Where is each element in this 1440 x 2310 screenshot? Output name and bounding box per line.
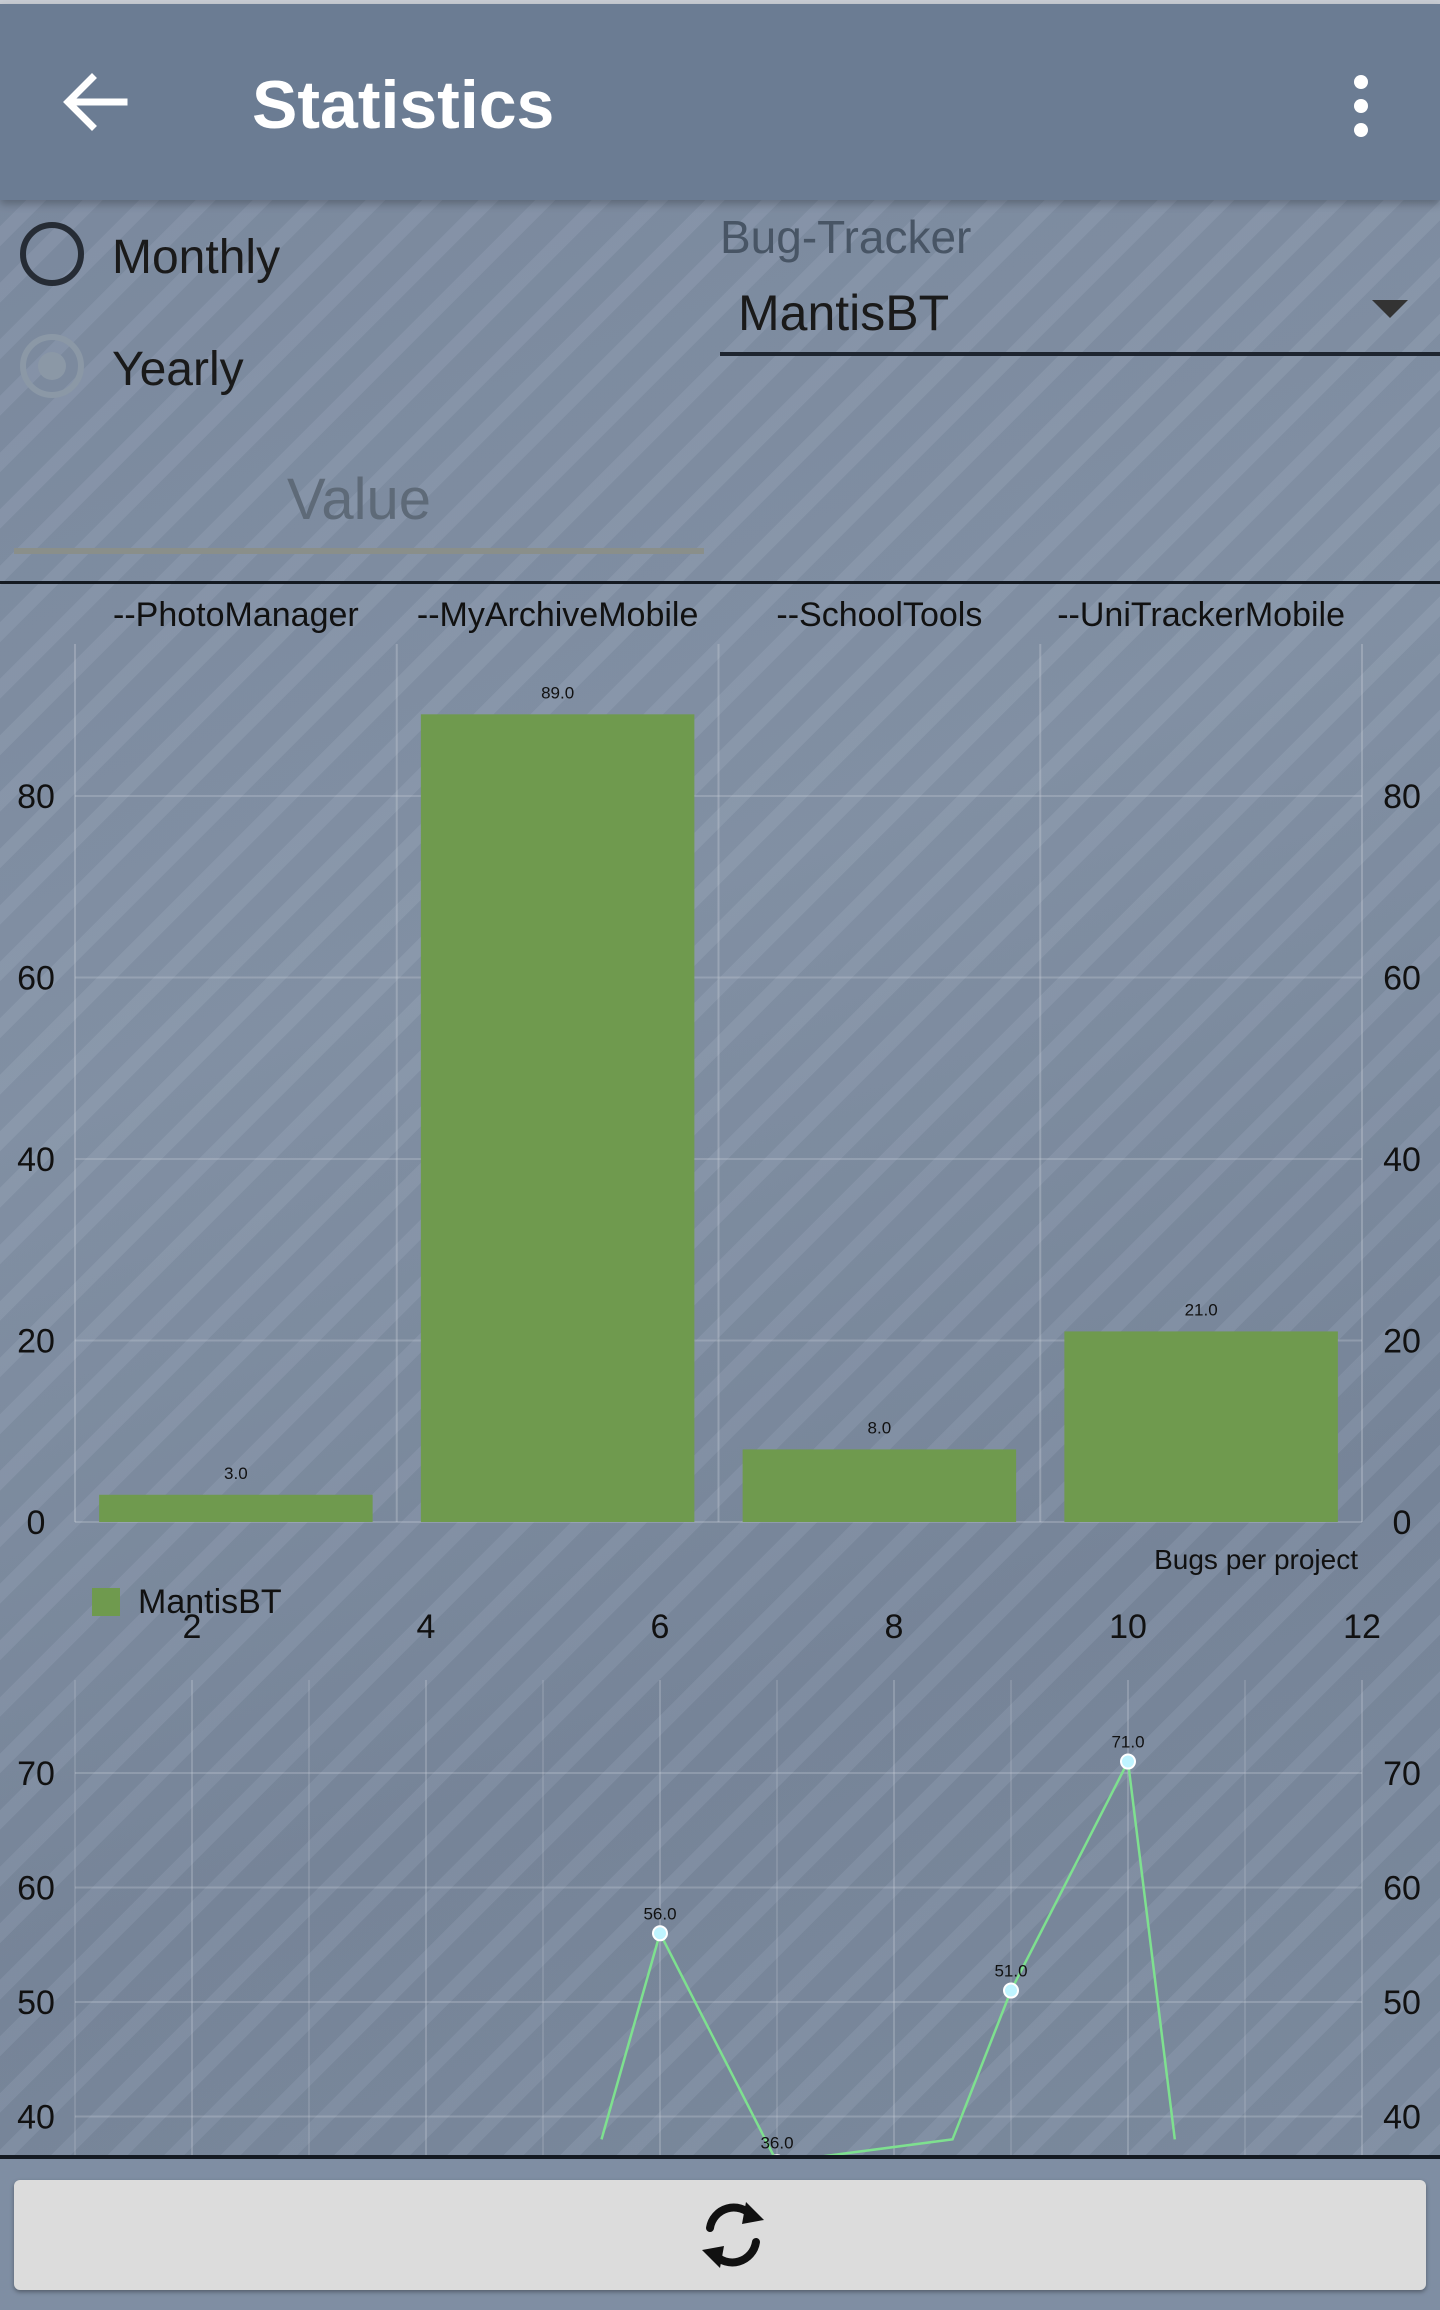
y-tick-left: 60 (17, 1870, 55, 1908)
x-tick: 6 (651, 1608, 670, 1646)
point-value-label: 51.0 (994, 1962, 1027, 1981)
bar (742, 1449, 1017, 1522)
overflow-menu-button[interactable] (1336, 66, 1386, 146)
data-point (652, 1925, 668, 1942)
data-point (1120, 1753, 1136, 1770)
line-chart-y-ticks: 40 40 50 50 60 60 70 70 (17, 1755, 1421, 2137)
radio-unchecked-icon (20, 222, 84, 286)
bar (1064, 1331, 1338, 1522)
x-tick: 8 (885, 1608, 904, 1646)
bug-tracker-select[interactable]: MantisBT (720, 270, 1440, 356)
back-button[interactable] (56, 62, 136, 142)
dropdown-arrow-icon (1372, 300, 1408, 318)
y-tick-right: 40 (1383, 1141, 1421, 1179)
bugs-per-project-bar-chart: --PhotoManager --MyArchiveMobile --SchoolT… (17, 596, 1421, 1575)
y-tick-right: 60 (1383, 960, 1421, 998)
y-tick-right: 70 (1383, 1755, 1421, 1793)
chart-description: Bugs per project (1154, 1544, 1358, 1575)
refresh-icon (702, 2202, 764, 2268)
bar-chart-y-ticks: 0 0 20 20 40 40 60 60 80 80 (17, 778, 1421, 1542)
y-tick-right: 20 (1383, 1323, 1421, 1361)
legend-label: MantisBT (138, 1583, 282, 1621)
y-tick-left: 20 (17, 1323, 55, 1361)
x-tick: 10 (1109, 1608, 1147, 1646)
x-tick: 2 (183, 1608, 202, 1646)
arrow-left-icon (63, 73, 128, 131)
x-tick: 4 (417, 1608, 436, 1646)
category-label: --MyArchiveMobile (417, 596, 699, 634)
y-tick-right: 60 (1383, 1870, 1421, 1908)
y-tick-left: 70 (17, 1755, 55, 1793)
line-chart-points (652, 1753, 1136, 2156)
bar-value-label: 21.0 (1185, 1300, 1218, 1319)
bar-chart-grid (74, 644, 1363, 1523)
more-vert-icon (1354, 75, 1368, 137)
y-tick-right: 80 (1383, 778, 1421, 816)
bar-chart-category-labels: --PhotoManager --MyArchiveMobile --SchoolT… (113, 596, 1345, 634)
line-chart-series (600, 1757, 1177, 2156)
bar-chart-bars (99, 714, 1338, 1522)
value-input[interactable] (14, 450, 704, 554)
category-label: --SchoolTools (776, 596, 982, 634)
y-tick-left: 50 (17, 1984, 55, 2022)
line-chart-point-labels: 56.0 36.0 51.0 71.0 (643, 1733, 1144, 2153)
bar-chart-value-labels: 3.0 89.0 8.0 21.0 (224, 683, 1218, 1482)
y-tick-right: 50 (1383, 1984, 1421, 2022)
legend-swatch (92, 1588, 120, 1616)
line-chart-grid (74, 1680, 1363, 2156)
bar (420, 714, 695, 1522)
point-value-label: 56.0 (643, 1904, 676, 1923)
bug-tracker-value: MantisBT (738, 285, 950, 341)
status-bar-edge (0, 0, 1440, 4)
bar-value-label: 3.0 (224, 1464, 248, 1483)
page-title: Statistics (252, 67, 555, 143)
x-tick: 12 (1343, 1608, 1381, 1646)
y-tick-right: 0 (1393, 1504, 1412, 1542)
radio-yearly[interactable] (20, 334, 90, 404)
bar-value-label: 89.0 (541, 683, 574, 702)
bar-value-label: 8.0 (868, 1418, 892, 1437)
radio-yearly-label[interactable]: Yearly (112, 343, 244, 396)
trend-line-chart: 2 4 6 8 10 12 40 40 50 50 60 60 70 70 56.0 36.0 51.0 71… (17, 1608, 1421, 2156)
y-tick-left: 80 (17, 778, 55, 816)
point-value-label: 71.0 (1111, 1733, 1144, 1752)
bar (99, 1494, 373, 1522)
point-value-label: 36.0 (760, 2133, 793, 2152)
y-tick-right: 40 (1383, 2099, 1421, 2137)
bottom-divider (0, 2155, 1440, 2159)
series-line (600, 1757, 1177, 2156)
data-point (1003, 1982, 1019, 1999)
bug-tracker-label: Bug-Tracker (720, 211, 972, 263)
refresh-button[interactable] (14, 2180, 1426, 2290)
y-tick-left: 60 (17, 960, 55, 998)
line-chart-x-ticks: 2 4 6 8 10 12 (183, 1608, 1381, 1646)
y-tick-left: 0 (27, 1504, 46, 1542)
category-label: --UniTrackerMobile (1057, 596, 1345, 634)
radio-monthly[interactable] (20, 222, 90, 292)
app-bar: Statistics (0, 4, 1440, 200)
y-tick-left: 40 (17, 2099, 55, 2137)
section-divider (0, 581, 1440, 584)
radio-monthly-label[interactable]: Monthly (112, 231, 281, 284)
y-tick-left: 40 (17, 1141, 55, 1179)
category-label: --PhotoManager (113, 596, 359, 634)
radio-checked-icon (20, 334, 84, 398)
